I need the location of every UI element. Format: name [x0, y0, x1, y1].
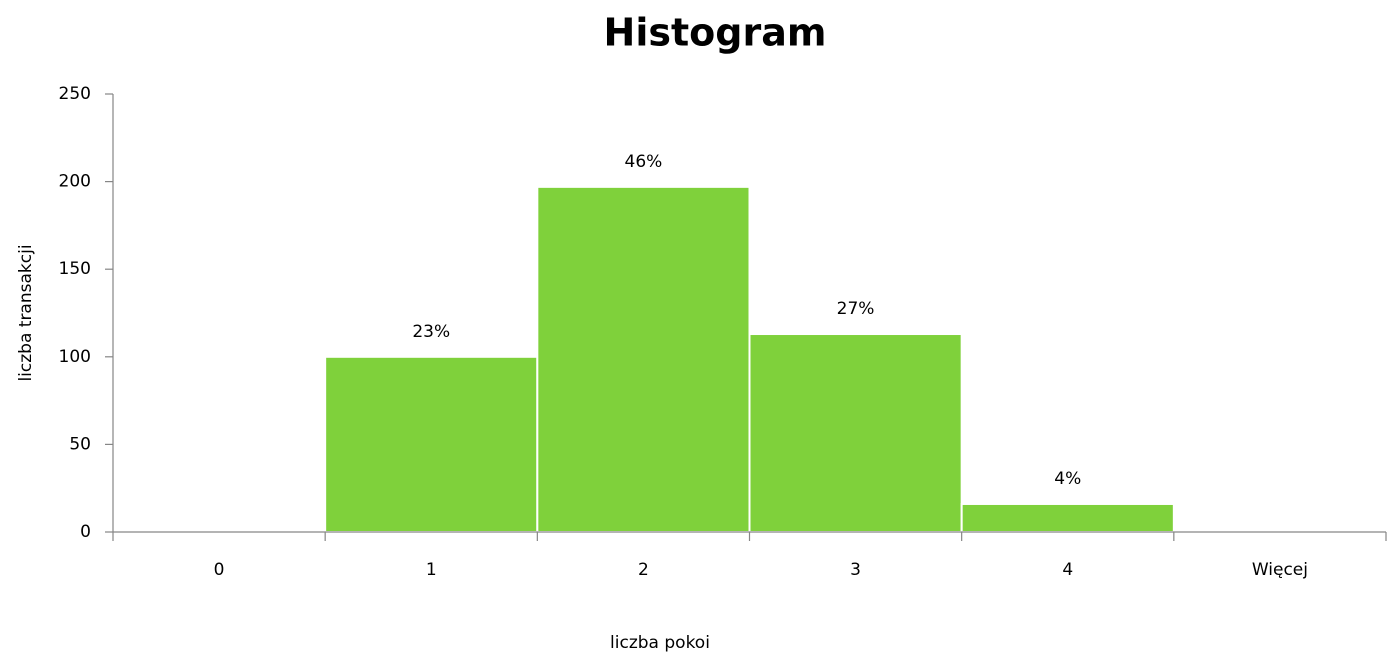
x-tick-label: 3: [850, 560, 861, 580]
y-tick-label: 200: [59, 172, 91, 192]
data-label: 27%: [837, 299, 875, 319]
data-label: 46%: [625, 152, 663, 172]
bar: [536, 185, 751, 534]
bar: [960, 502, 1175, 533]
chart-title: Histogram: [604, 11, 827, 55]
y-tick-label: 150: [59, 259, 91, 279]
x-tick-label: 4: [1062, 560, 1073, 580]
data-label: 4%: [1054, 469, 1081, 489]
x-tick-label: Więcej: [1252, 560, 1308, 580]
y-tick-label: 50: [69, 434, 91, 454]
y-tick-label: 0: [80, 522, 91, 542]
bar: [324, 355, 539, 533]
x-tick-label: 1: [426, 560, 437, 580]
x-tick-label: 2: [638, 560, 649, 580]
y-axis-label: liczba transakcji: [16, 244, 36, 381]
y-tick-label: 100: [59, 347, 91, 367]
data-label: 23%: [412, 322, 450, 342]
x-axis-label: liczba pokoi: [610, 633, 710, 653]
y-tick-label: 250: [59, 84, 91, 104]
bar: [748, 333, 963, 533]
x-tick-label: 0: [214, 560, 225, 580]
